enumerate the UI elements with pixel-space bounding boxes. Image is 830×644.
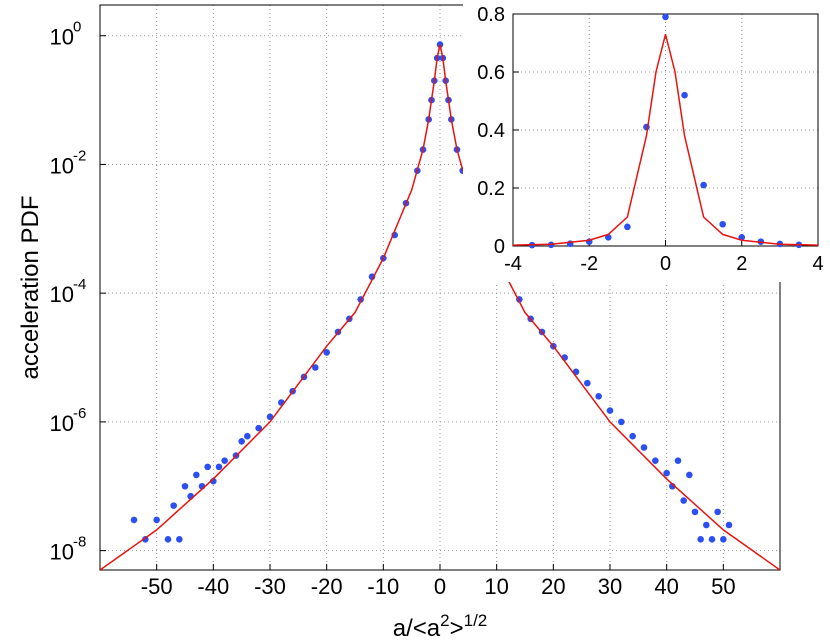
y-tick-label: 0.6 <box>477 62 505 84</box>
x-tick-label: -40 <box>197 574 229 599</box>
y-tick-exponent: -8 <box>73 534 86 551</box>
x-tick-label: -4 <box>504 253 522 275</box>
y-tick-label: 10 <box>50 282 74 307</box>
x-tick-label: -50 <box>141 574 173 599</box>
x-label-text: a/<a <box>393 615 441 642</box>
data-point <box>244 432 251 440</box>
y-tick-label: 10 <box>50 411 74 436</box>
data-point <box>720 535 727 543</box>
data-point <box>312 364 319 371</box>
y-tick-label: 0 <box>494 236 505 258</box>
data-point <box>640 444 648 451</box>
x-axis-label: a/<a2>1/2 <box>393 611 488 642</box>
data-point <box>618 418 625 426</box>
x-tick-label: 40 <box>654 574 678 599</box>
y-tick-label: 0.2 <box>477 178 505 200</box>
data-point <box>703 521 710 529</box>
data-point <box>170 502 177 509</box>
x-tick-label: 0 <box>660 253 671 275</box>
y-tick-exponent: 0 <box>73 19 81 36</box>
data-point <box>674 457 682 464</box>
data-point <box>714 508 721 516</box>
data-point <box>368 273 376 281</box>
data-point <box>629 432 636 440</box>
data-point <box>624 223 631 231</box>
data-point <box>719 220 726 228</box>
data-point <box>606 407 614 414</box>
x-tick-label: -2 <box>580 253 598 275</box>
plot-frame <box>99 4 781 571</box>
data-point <box>204 463 211 471</box>
y-tick-label: 0.8 <box>477 4 505 26</box>
data-point <box>193 471 200 479</box>
y-tick-base: 10 <box>50 411 74 436</box>
data-point <box>680 497 687 504</box>
y-tick-exponent: -6 <box>73 405 86 422</box>
x-tick-label: 4 <box>812 253 823 275</box>
y-tick-exponent: -4 <box>73 276 86 293</box>
x-tick-label: 20 <box>541 574 565 599</box>
x-tick-label: 2 <box>736 253 747 275</box>
fit-line <box>513 34 818 246</box>
data-point <box>595 392 602 400</box>
x-tick-label: 10 <box>484 574 508 599</box>
data-point <box>221 457 228 464</box>
y-tick-label: 10 <box>50 25 74 50</box>
data-point <box>652 457 659 464</box>
x-tick-label: -30 <box>254 574 286 599</box>
y-tick-label: 0.4 <box>477 120 505 142</box>
data-point <box>255 424 262 432</box>
data-point <box>691 508 699 516</box>
x-tick-label: 50 <box>711 574 735 599</box>
data-point <box>686 471 693 479</box>
data-point <box>725 521 733 529</box>
data-point <box>700 181 707 189</box>
x-label-text: > <box>450 615 464 642</box>
y-tick-base: 10 <box>50 25 74 50</box>
x-label-superscript: 2 <box>440 611 449 630</box>
data-point <box>584 379 591 387</box>
data-point <box>181 482 189 490</box>
data-point <box>708 535 716 543</box>
data-point <box>323 349 330 356</box>
data-point <box>164 535 172 543</box>
x-tick-label: 30 <box>598 574 622 599</box>
x-tick-label: -10 <box>367 574 399 599</box>
x-tick-label: 0 <box>434 574 446 599</box>
data-point <box>130 516 138 524</box>
data-point <box>662 13 669 21</box>
data-point <box>215 463 223 471</box>
data-point <box>697 535 704 543</box>
fit-line <box>100 44 780 570</box>
y-tick-label: 10 <box>50 540 74 565</box>
data-point <box>153 516 160 524</box>
y-tick-base: 10 <box>50 282 74 307</box>
y-tick-exponent: -2 <box>73 147 86 164</box>
y-tick-base: 10 <box>50 153 74 178</box>
y-axis-label: acceleration PDF <box>17 195 44 379</box>
data-point <box>238 437 245 445</box>
data-point <box>663 469 670 477</box>
x-tick-label: -20 <box>311 574 343 599</box>
y-tick-base: 10 <box>50 540 74 565</box>
data-point <box>681 91 688 99</box>
data-point <box>176 535 183 543</box>
x-label-superscript: 1/2 <box>464 611 488 630</box>
y-tick-label: 10 <box>50 153 74 178</box>
